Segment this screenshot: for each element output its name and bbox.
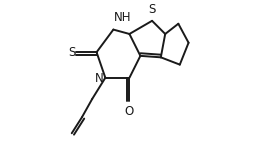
Text: S: S — [68, 46, 75, 59]
Text: NH: NH — [114, 11, 132, 24]
Text: N: N — [95, 72, 104, 85]
Text: O: O — [125, 105, 134, 118]
Text: S: S — [148, 3, 156, 16]
